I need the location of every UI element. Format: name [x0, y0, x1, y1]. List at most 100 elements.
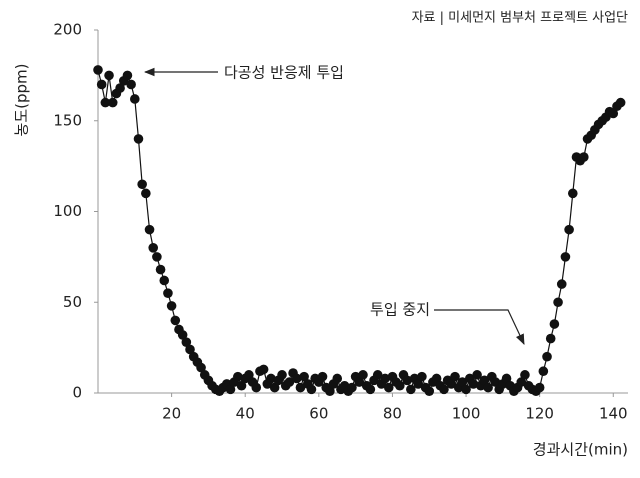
data-point: [317, 371, 328, 382]
data-point: [295, 382, 306, 393]
data-point: [277, 370, 287, 380]
data-point: [269, 382, 280, 393]
data-point: [107, 97, 118, 108]
x-tick-label: 60: [309, 405, 328, 423]
data-point: [615, 97, 626, 108]
y-tick-label: 150: [53, 111, 82, 129]
data-point: [233, 371, 243, 382]
data-point: [380, 373, 390, 384]
data-point: [177, 330, 188, 340]
y-tick-label: 100: [53, 202, 82, 220]
data-point: [96, 79, 107, 90]
data-point: [534, 382, 545, 393]
annotation: 투입 중지: [370, 301, 430, 319]
data-point: [516, 377, 527, 387]
data-point: [413, 379, 424, 389]
data-point: [291, 373, 302, 384]
x-tick-label: 100: [452, 405, 481, 423]
data-point: [358, 370, 368, 380]
data-point: [93, 65, 103, 75]
data-point: [383, 382, 394, 393]
data-point: [354, 377, 365, 387]
data-point: [130, 94, 140, 104]
data-point: [406, 384, 416, 395]
data-point: [520, 370, 530, 380]
data-point: [251, 382, 262, 393]
data-point: [567, 188, 578, 199]
data-point: [468, 379, 479, 389]
data-point: [395, 380, 405, 391]
data-point: [258, 364, 269, 375]
x-tick-label: 140: [599, 405, 628, 423]
data-point: [402, 375, 412, 386]
data-point: [325, 386, 335, 396]
data-point: [196, 362, 206, 373]
data-point: [479, 375, 490, 386]
data-point: [100, 97, 111, 108]
data-point: [266, 373, 276, 384]
data-point: [122, 70, 133, 81]
data-point: [439, 384, 449, 395]
y-tick-label: 200: [53, 21, 82, 39]
y-tick-label: 0: [72, 384, 82, 402]
data-point: [170, 315, 181, 326]
data-point: [104, 70, 114, 81]
data-point: [225, 384, 236, 395]
data-point: [556, 279, 567, 289]
data-point: [284, 377, 295, 387]
data-point: [560, 252, 571, 262]
data-point: [545, 333, 556, 344]
x-tick-label: 120: [525, 405, 554, 423]
annotation: 다공성 반응제 투입: [224, 64, 344, 82]
x-axis-label: 경과시간(min): [533, 441, 628, 459]
data-point: [141, 188, 151, 199]
data-point: [538, 366, 549, 377]
data-point: [457, 377, 468, 387]
data-point: [579, 152, 589, 162]
data-point: [155, 264, 166, 275]
data-point: [417, 371, 427, 382]
data-point: [236, 380, 247, 391]
data-point: [446, 379, 457, 389]
data-point: [144, 224, 155, 235]
data-point: [244, 370, 254, 380]
data-point: [608, 108, 619, 119]
data-point: [126, 79, 136, 90]
data-point: [148, 243, 159, 253]
data-point: [185, 344, 195, 355]
data-point: [461, 384, 471, 395]
y-axis-label: 농도(ppm): [13, 64, 31, 137]
data-point: [490, 377, 501, 387]
x-tick-label: 80: [383, 405, 402, 423]
data-point: [152, 252, 162, 262]
data-point: [542, 351, 552, 362]
data-point: [166, 301, 177, 311]
data-point: [483, 382, 493, 393]
arrow: [434, 309, 525, 345]
data-point: [450, 371, 460, 382]
data-point: [549, 319, 560, 329]
data-point: [424, 386, 435, 396]
data-point: [159, 275, 170, 286]
y-tick-label: 50: [63, 293, 82, 311]
data-point: [553, 297, 563, 308]
data-point: [501, 373, 512, 384]
x-tick-label: 40: [236, 405, 255, 423]
data-point: [306, 384, 317, 395]
data-point: [365, 384, 376, 395]
data-point: [347, 382, 357, 393]
data-point: [332, 373, 343, 384]
data-point: [431, 373, 442, 384]
data-point: [472, 370, 482, 380]
data-point: [137, 179, 147, 190]
data-point: [372, 370, 383, 380]
source: 자료 | 미세먼지 범부처 프로젝트 사업단: [412, 11, 628, 26]
x-tick-label: 20: [162, 405, 181, 423]
data-point: [133, 134, 144, 144]
data-point: [181, 337, 192, 347]
data-point: [564, 224, 574, 235]
data-point: [299, 371, 309, 382]
data-line: [97, 69, 622, 393]
data-point: [115, 83, 125, 93]
